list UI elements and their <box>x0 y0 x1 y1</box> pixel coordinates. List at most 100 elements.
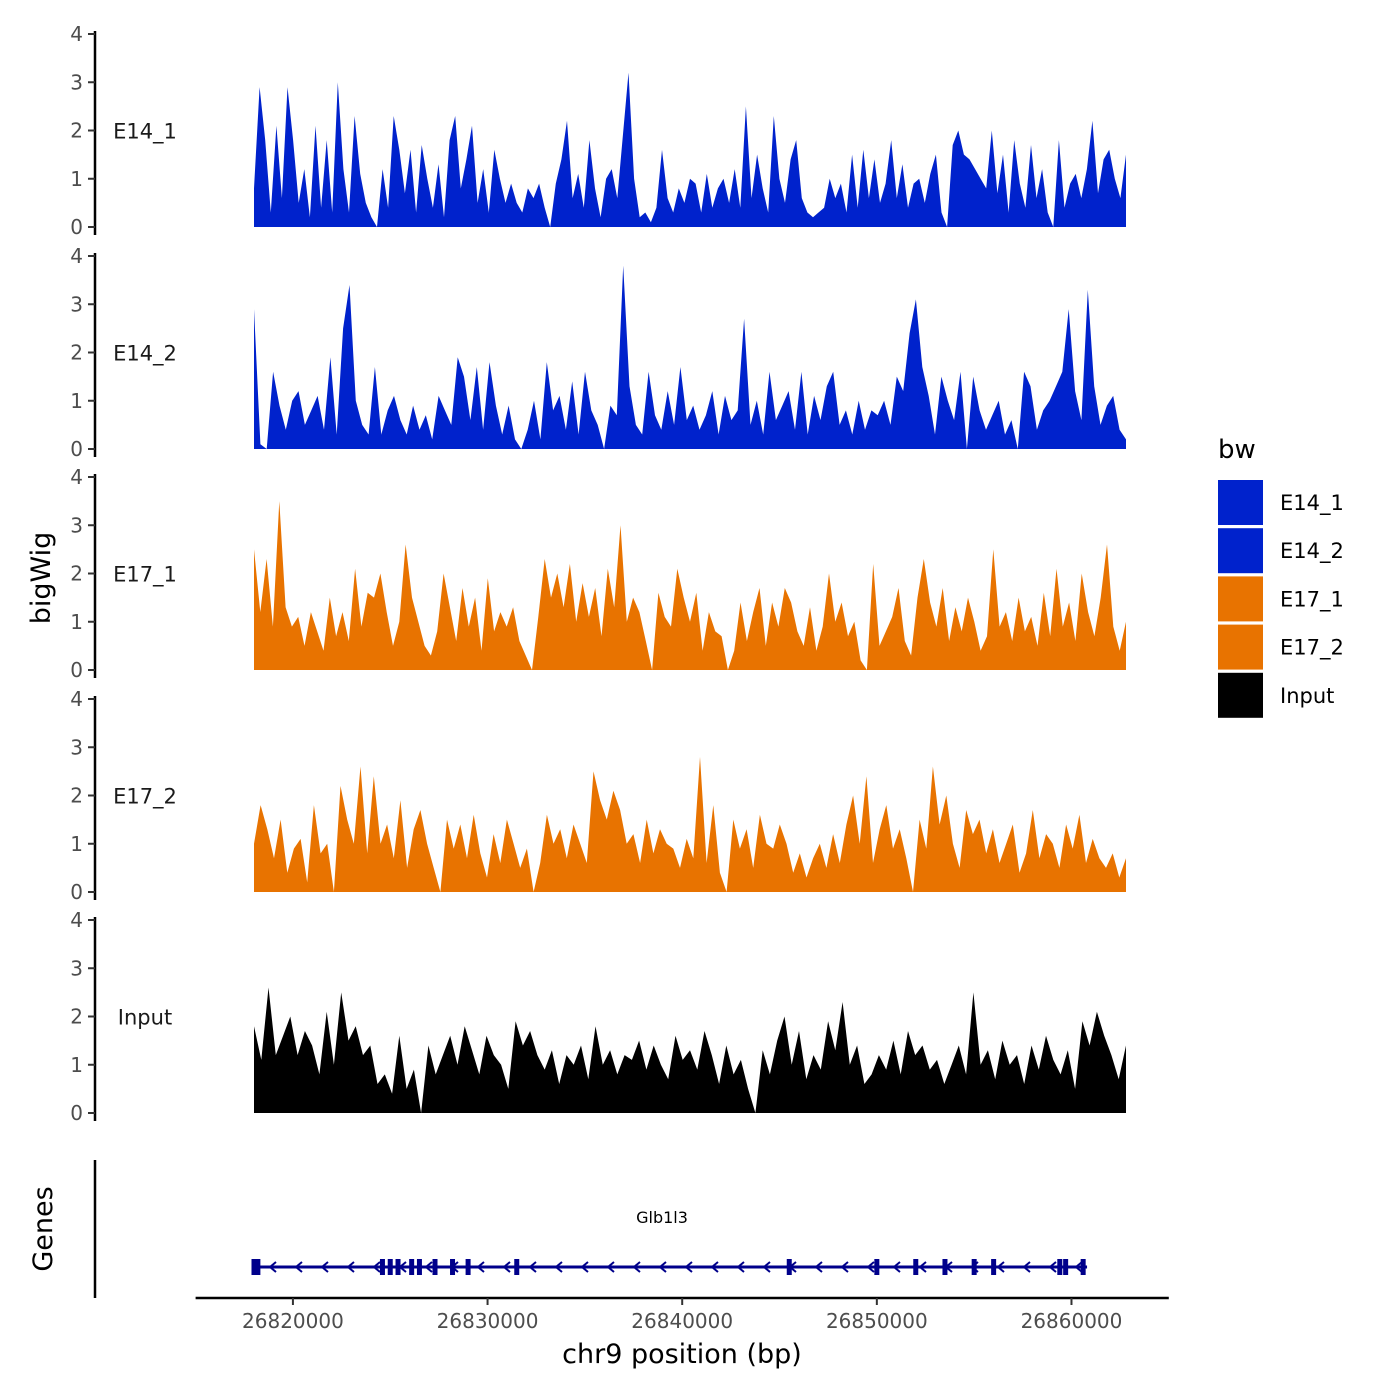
gene-strand-arrow <box>1022 1261 1031 1273</box>
gene-strand-arrow <box>996 1261 1005 1273</box>
track-label-E17_2: E17_2 <box>113 785 177 810</box>
gene-exon <box>514 1259 520 1275</box>
legend-swatch-Input <box>1218 672 1263 718</box>
gene-exon <box>387 1259 393 1275</box>
gene-strand-arrow <box>554 1261 563 1273</box>
gene-strand-arrow <box>840 1261 849 1273</box>
gene-exon <box>450 1259 456 1275</box>
coverage-area-Input <box>254 987 1126 1113</box>
x-tick-label: 26860000 <box>1021 1309 1123 1333</box>
gene-strand-arrow <box>1048 1261 1057 1273</box>
gene-exon <box>1080 1259 1086 1275</box>
gene-exon <box>379 1259 385 1275</box>
track-label-E14_1: E14_1 <box>113 120 177 145</box>
gene-strand-arrow <box>268 1261 277 1273</box>
y-tick-label: 1 <box>70 832 83 856</box>
y-tick-label: 0 <box>70 880 83 904</box>
gene-exon <box>1063 1259 1069 1275</box>
coverage-area-E14_2 <box>254 265 1126 449</box>
y-tick-label: 1 <box>70 1053 83 1077</box>
legend-swatch-E14_1 <box>1218 480 1263 525</box>
gene-strand-arrow <box>606 1261 615 1273</box>
y-axis-title: bigWig <box>26 532 57 625</box>
track-label-E17_1: E17_1 <box>113 563 177 588</box>
y-tick-label: 1 <box>70 610 83 634</box>
gene-strand-arrow <box>346 1261 355 1273</box>
y-tick-label: 0 <box>70 437 83 461</box>
legend-label-Input: Input <box>1280 684 1334 708</box>
gene-exon <box>432 1259 438 1275</box>
gene-exon <box>1057 1259 1063 1275</box>
y-tick-label: 4 <box>70 22 83 46</box>
gene-exon <box>409 1259 415 1275</box>
gene-strand-arrow <box>814 1261 823 1273</box>
legend-label-E14_2: E14_2 <box>1280 539 1344 564</box>
legend-swatch-E17_1 <box>1218 576 1263 622</box>
gene-strand-arrow <box>580 1261 589 1273</box>
x-tick-label: 26850000 <box>826 1309 928 1333</box>
gene-strand-arrow <box>866 1261 875 1273</box>
gene-exon <box>255 1259 261 1275</box>
gene-exon <box>395 1259 401 1275</box>
gene-exon <box>971 1259 977 1275</box>
y-tick-label: 2 <box>70 784 83 808</box>
y-tick-label: 3 <box>70 956 83 980</box>
x-tick-label: 26830000 <box>437 1309 539 1333</box>
gene-name-label: Glb1l3 <box>636 1208 688 1227</box>
gene-strand-arrow <box>684 1261 693 1273</box>
legend-label-E17_2: E17_2 <box>1280 636 1344 661</box>
panel-E14_1: 0 1 2 3 4 E14_1 <box>70 22 1126 239</box>
y-tick-label: 2 <box>70 562 83 586</box>
gene-exon <box>251 1259 257 1275</box>
gene-exon <box>942 1259 948 1275</box>
gene-strand-arrow <box>424 1261 433 1273</box>
y-tick-label: 3 <box>70 292 83 316</box>
gene-exon <box>913 1259 919 1275</box>
x-axis-title: chr9 position (bp) <box>562 1339 802 1370</box>
y-tick-label: 1 <box>70 389 83 413</box>
y-tick-label: 3 <box>70 513 83 537</box>
y-tick-label: 2 <box>70 119 83 143</box>
y-tick-label: 0 <box>70 215 83 239</box>
panel-Input: 0 1 2 3 4 Input <box>70 908 1126 1125</box>
gene-exon <box>416 1259 422 1275</box>
x-tick-label: 26840000 <box>631 1309 733 1333</box>
gene-exon <box>874 1259 880 1275</box>
gene-strand-arrow <box>476 1261 485 1273</box>
gene-exon <box>465 1259 471 1275</box>
track-label-E14_2: E14_2 <box>113 342 177 367</box>
panel-E14_2: 0 1 2 3 4 E14_2 <box>70 244 1126 461</box>
legend-label-E17_1: E17_1 <box>1280 587 1344 612</box>
panel-E17_1: 0 1 2 3 4 E17_1 <box>70 465 1126 682</box>
gene-strand-arrow <box>918 1261 927 1273</box>
y-tick-label: 4 <box>70 908 83 932</box>
gene-strand-arrow <box>892 1261 901 1273</box>
gene-strand-arrow <box>372 1261 381 1273</box>
gene-strand-arrow <box>762 1261 771 1273</box>
genes-track-title: Genes <box>28 1186 59 1271</box>
y-tick-label: 1 <box>70 167 83 191</box>
coverage-area-E17_1 <box>254 501 1126 670</box>
y-tick-label: 4 <box>70 687 83 711</box>
y-tick-label: 3 <box>70 735 83 759</box>
y-tick-label: 2 <box>70 341 83 365</box>
gene-strand-arrow <box>710 1261 719 1273</box>
legend-swatch-E17_2 <box>1218 624 1263 670</box>
gene-strand-arrow <box>502 1261 511 1273</box>
gene-strand-arrow <box>632 1261 641 1273</box>
y-tick-label: 4 <box>70 465 83 489</box>
y-tick-label: 0 <box>70 1101 83 1125</box>
track-label-Input: Input <box>118 1006 172 1030</box>
panel-E17_2: 0 1 2 3 4 E17_2 <box>70 687 1126 904</box>
gene-exon <box>991 1259 997 1275</box>
y-tick-label: 2 <box>70 1005 83 1029</box>
gene-exon <box>786 1259 792 1275</box>
gene-strand-arrow <box>1074 1261 1083 1273</box>
gene-strand-arrow <box>736 1261 745 1273</box>
gene-strand-arrow <box>658 1261 667 1273</box>
y-tick-label: 0 <box>70 658 83 682</box>
legend-label-E14_1: E14_1 <box>1280 491 1344 516</box>
gene-strand-arrow <box>320 1261 329 1273</box>
legend-swatch-E14_2 <box>1218 528 1263 574</box>
